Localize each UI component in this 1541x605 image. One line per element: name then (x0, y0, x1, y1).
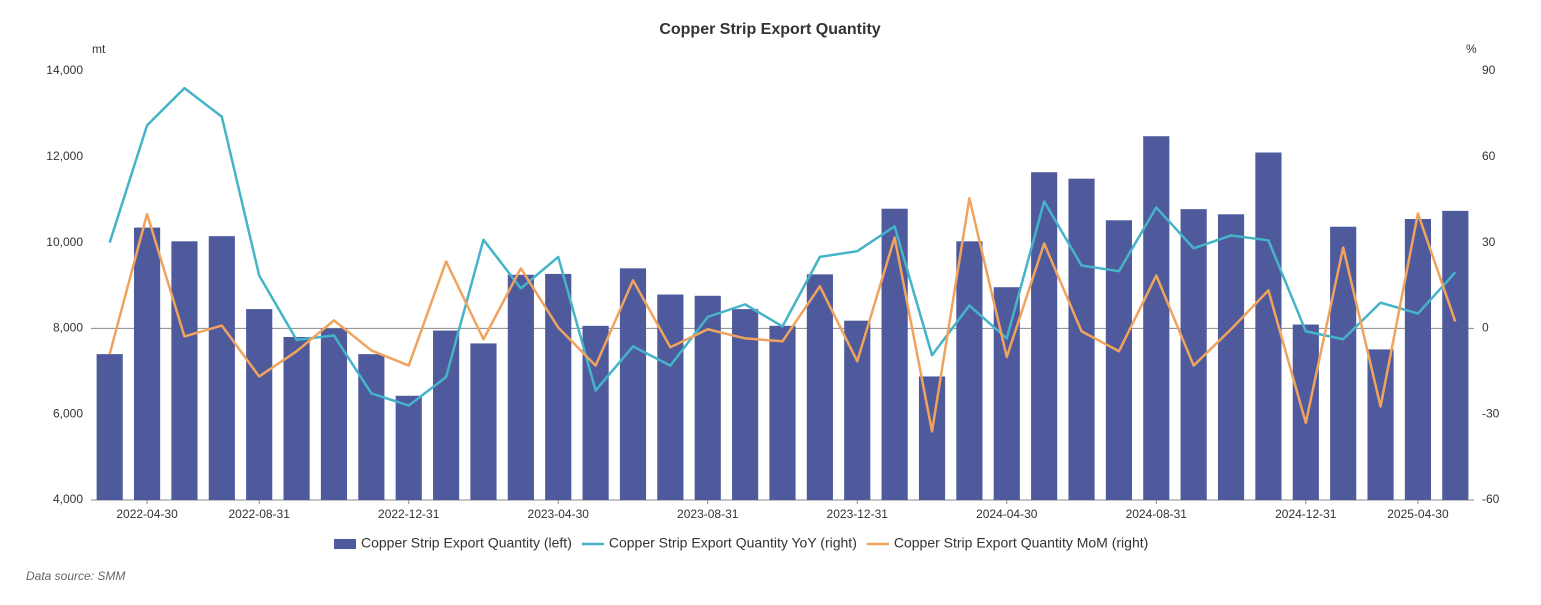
y-tick-label: 6,000 (53, 406, 83, 420)
bar (1180, 209, 1207, 500)
bar (732, 309, 759, 500)
bar (1442, 210, 1469, 500)
bar (769, 325, 796, 500)
y2-tick-label: -60 (1482, 492, 1500, 506)
bar (956, 241, 983, 501)
bar (1255, 152, 1282, 500)
bar (395, 395, 422, 500)
bar (283, 336, 310, 500)
bar (657, 294, 684, 500)
bar (694, 295, 721, 500)
bar (918, 376, 946, 500)
y2-tick-label: 0 (1482, 321, 1489, 335)
x-tick-label: 2025-04-30 (1387, 507, 1449, 521)
legend-label: Copper Strip Export Quantity MoM (right) (894, 535, 1148, 551)
legend-label: Copper Strip Export Quantity YoY (right) (609, 535, 857, 551)
x-tick-label: 2022-12-31 (378, 507, 440, 521)
bar (1143, 136, 1170, 500)
bar (1031, 172, 1058, 500)
bar (320, 328, 348, 500)
bar (507, 274, 534, 500)
y2-unit: % (1466, 42, 1477, 56)
y2-tick-label: -30 (1482, 406, 1500, 420)
bar (470, 343, 497, 500)
y-unit: mt (92, 42, 106, 56)
bar (619, 268, 647, 500)
bar (844, 320, 871, 500)
bar (171, 241, 198, 501)
x-tick-label: 2022-04-30 (116, 507, 178, 521)
bar (545, 273, 572, 500)
x-tick-label: 2023-04-30 (528, 507, 590, 521)
bar (133, 227, 161, 500)
x-tick-label: 2024-04-30 (976, 507, 1038, 521)
x-tick-label: 2023-08-31 (677, 507, 739, 521)
x-tick-label: 2023-12-31 (827, 507, 889, 521)
bar (358, 354, 385, 500)
bar (246, 309, 273, 500)
bar (1330, 226, 1357, 501)
legend-label: Copper Strip Export Quantity (left) (361, 535, 572, 551)
bar (208, 236, 235, 501)
line (108, 197, 1457, 433)
bar (1068, 178, 1095, 500)
y2-tick-label: 90 (1482, 63, 1496, 77)
bar (806, 274, 833, 500)
x-tick-label: 2022-08-31 (229, 507, 291, 521)
bar (1217, 214, 1245, 500)
x-tick-label: 2024-08-31 (1126, 507, 1188, 521)
y-tick-label: 12,000 (46, 149, 83, 163)
bar (96, 354, 123, 500)
y-tick-label: 4,000 (53, 492, 83, 506)
y-tick-label: 14,000 (46, 63, 83, 77)
y2-tick-label: 60 (1482, 149, 1496, 163)
bar (1105, 220, 1132, 501)
bar (433, 330, 460, 500)
bar (582, 325, 609, 500)
source: Data source: SMM (26, 569, 125, 583)
bar (881, 208, 908, 501)
chart-title: Copper Strip Export Quantity (659, 21, 880, 38)
line (108, 86, 1457, 407)
bar (1292, 324, 1319, 500)
legend-swatch (334, 539, 356, 549)
y2-tick-label: 30 (1482, 235, 1496, 249)
bar (1404, 219, 1432, 500)
y-tick-label: 10,000 (46, 235, 83, 249)
x-tick-label: 2024-12-31 (1275, 507, 1337, 521)
y-tick-label: 8,000 (53, 321, 83, 335)
